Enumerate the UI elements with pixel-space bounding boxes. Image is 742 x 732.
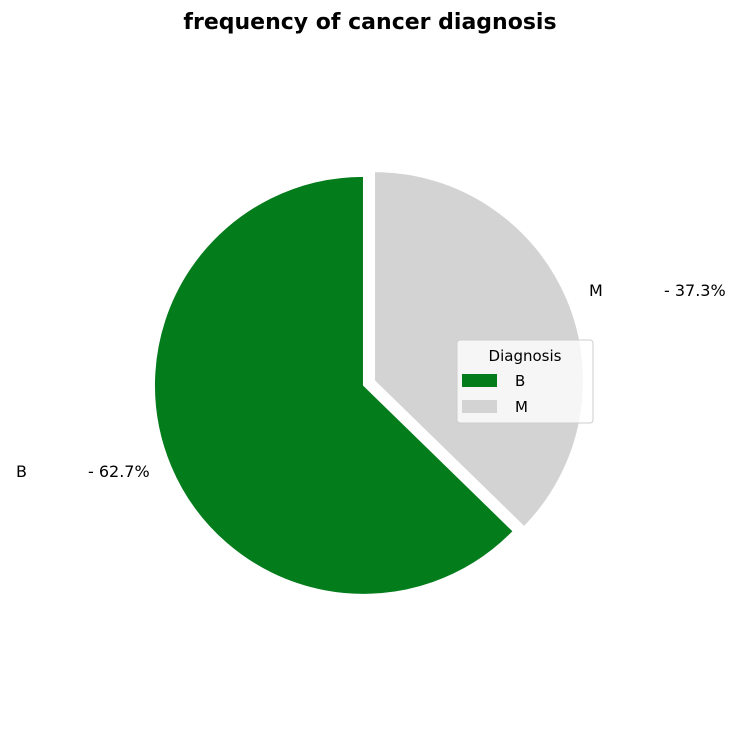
legend-swatch-b: [462, 374, 497, 387]
pie-slice-b: [154, 175, 514, 595]
slice-pct-m: - 37.3%: [664, 281, 726, 300]
legend-title: Diagnosis: [489, 347, 562, 365]
legend: Diagnosis BM: [456, 339, 594, 424]
legend-label-b: B: [515, 372, 525, 390]
slice-pct-b: - 62.7%: [88, 462, 150, 481]
legend-label-m: M: [515, 398, 528, 416]
slice-labels: B - 62.7% M - 37.3%: [16, 281, 726, 481]
slice-label-b: B: [16, 462, 27, 481]
chart-title: frequency of cancer diagnosis: [183, 10, 556, 35]
slice-label-m: M: [589, 281, 603, 300]
legend-swatch-m: [462, 400, 497, 413]
